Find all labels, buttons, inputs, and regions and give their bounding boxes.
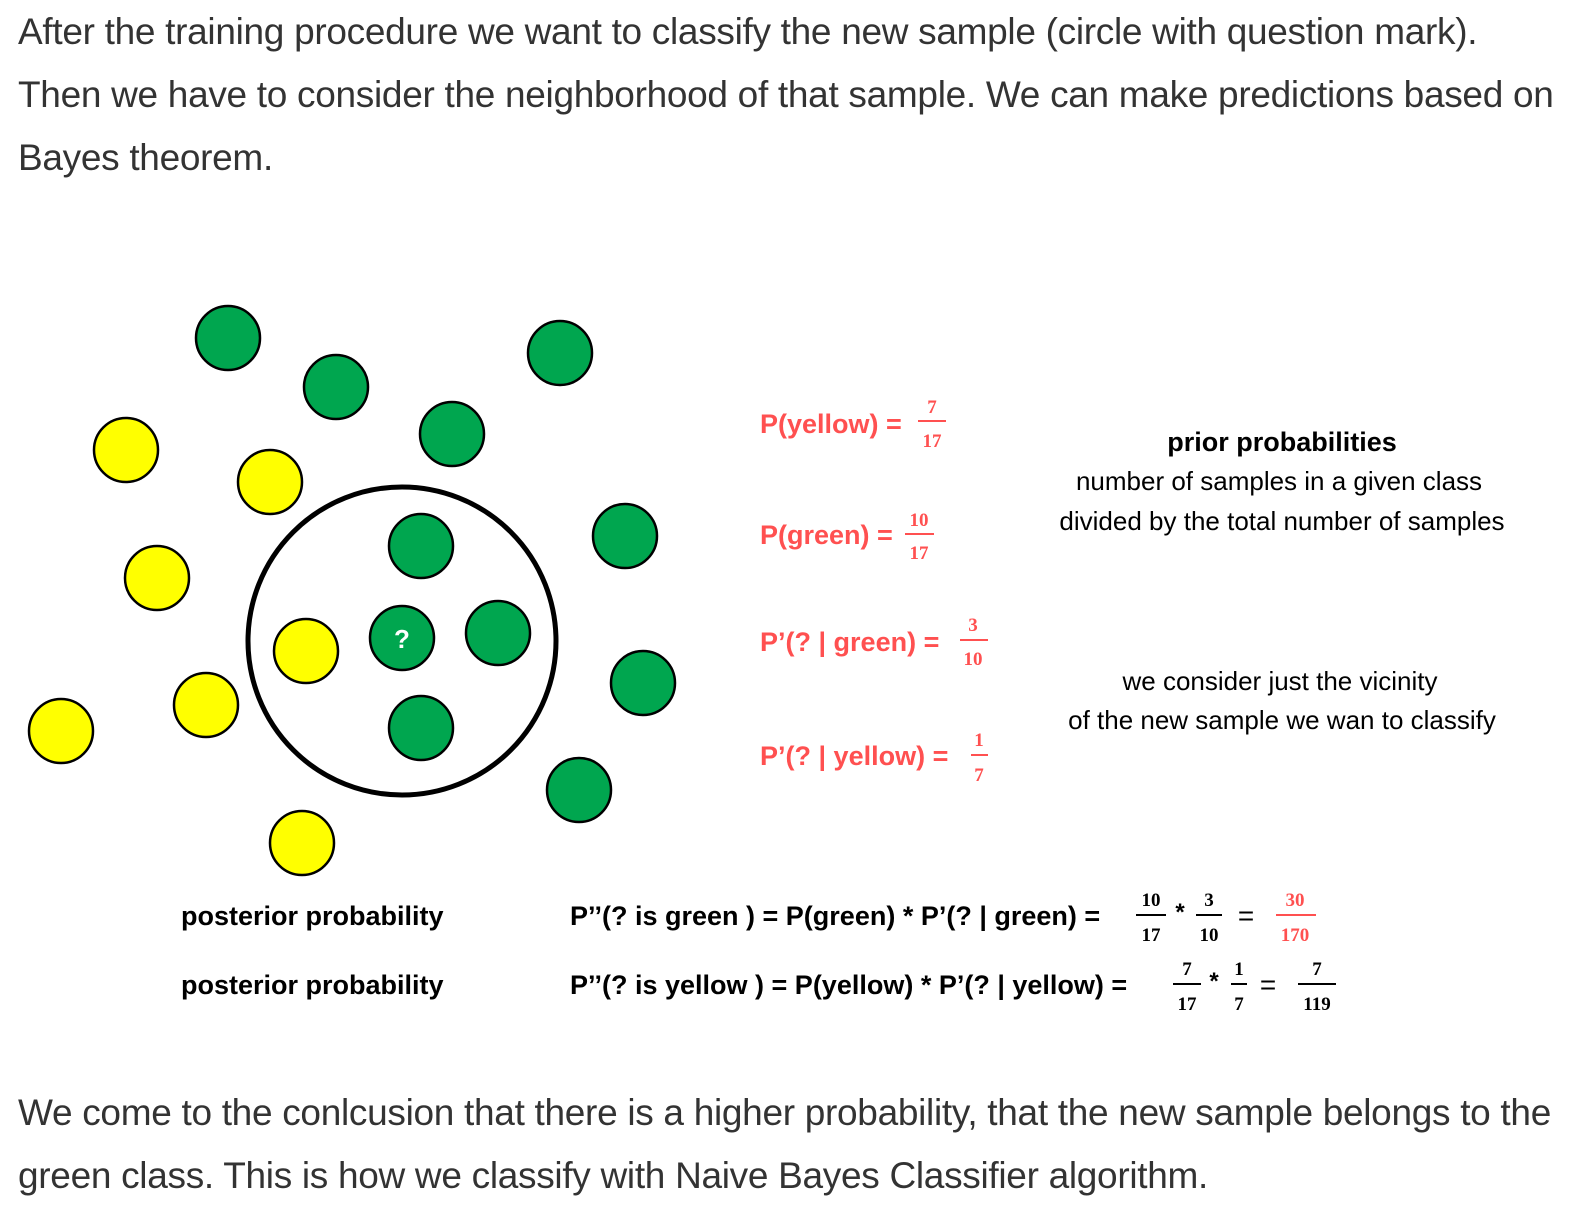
posterior-green-formula: P’’(? is green ) = P(green) * P’(? | gre… — [570, 890, 1316, 946]
yellow-sample — [268, 809, 336, 877]
vicinity-note: we consider just the vicinity of the new… — [1068, 666, 1496, 735]
yellow-sample — [27, 697, 95, 765]
vicinity-note-line2: of the new sample we wan to classify — [1068, 705, 1496, 735]
green-sample — [418, 400, 486, 468]
posterior-green-f2-num: 3 — [1204, 890, 1214, 911]
prior-green-denominator: 17 — [910, 543, 930, 564]
green-sample — [194, 304, 262, 372]
posterior-yellow-f1-den: 17 — [1178, 994, 1198, 1015]
posterior-yellow-f2-num: 1 — [1234, 959, 1244, 980]
posterior-green-f1-num: 10 — [1142, 890, 1161, 911]
posterior-green-equals: = — [1238, 900, 1254, 931]
yellow-sample — [236, 448, 304, 516]
prior-green-numerator: 10 — [910, 510, 929, 531]
green-sample — [387, 512, 455, 580]
conclusion-paragraph: We come to the conlcusion that there is … — [18, 1092, 1551, 1196]
yellow-sample — [92, 416, 160, 484]
yellow-sample — [172, 671, 240, 739]
posterior-yellow-result-den: 119 — [1303, 994, 1330, 1015]
yellow-sample — [272, 617, 340, 685]
posterior-green-f2-den: 10 — [1200, 925, 1219, 946]
likelihood-yellow-formula: P’(? | yellow) = 1 7 — [760, 730, 988, 786]
prior-green-formula: P(green) = 10 17 — [760, 510, 934, 564]
green-sample — [609, 649, 677, 717]
prior-note-line1: number of samples in a given class — [1076, 466, 1482, 496]
question-mark: ? — [394, 624, 410, 654]
yellow-samples — [27, 416, 340, 877]
prior-note: prior probabilities number of samples in… — [1059, 427, 1504, 536]
posterior-yellow-times: * — [1209, 968, 1219, 995]
vicinity-note-line1: we consider just the vicinity — [1121, 666, 1437, 696]
green-sample — [302, 353, 370, 421]
prior-yellow-denominator: 17 — [923, 431, 943, 452]
likelihood-green-denominator: 10 — [964, 649, 983, 670]
green-sample — [526, 319, 594, 387]
prior-yellow-label: P(yellow) = — [760, 409, 902, 439]
posterior-yellow-equals: = — [1260, 969, 1276, 1000]
posterior-green-times: * — [1175, 899, 1185, 926]
posterior-green-f1-den: 17 — [1142, 925, 1162, 946]
green-samples — [194, 304, 677, 824]
likelihood-green-formula: P’(? | green) = 3 10 — [760, 615, 988, 670]
posterior-label-green: posterior probability — [181, 901, 444, 931]
likelihood-yellow-numerator: 1 — [974, 730, 984, 751]
green-sample — [387, 694, 455, 762]
prior-green-label: P(green) = — [760, 520, 893, 550]
new-sample: ? — [368, 604, 436, 672]
posterior-yellow-result-num: 7 — [1312, 959, 1322, 980]
prior-note-line2: divided by the total number of samples — [1059, 506, 1504, 536]
posterior-green-result-den: 170 — [1281, 925, 1310, 946]
posterior-green-expression: P’’(? is green ) = P(green) * P’(? | gre… — [570, 901, 1100, 931]
intro-paragraph: After the training procedure we want to … — [18, 11, 1554, 178]
prior-yellow-formula: P(yellow) = 7 17 — [760, 397, 946, 452]
new-sample-circle — [368, 604, 436, 672]
yellow-sample — [123, 544, 191, 612]
posterior-yellow-expression: P’’(? is yellow ) = P(yellow) * P’(? | y… — [570, 970, 1127, 1000]
likelihood-green-label: P’(? | green) = — [760, 627, 939, 657]
posterior-yellow-formula: P’’(? is yellow ) = P(yellow) * P’(? | y… — [570, 959, 1336, 1015]
prior-yellow-numerator: 7 — [927, 397, 937, 418]
likelihood-yellow-label: P’(? | yellow) = — [760, 741, 948, 771]
green-sample — [545, 756, 613, 824]
prior-note-title: prior probabilities — [1167, 427, 1397, 457]
vicinity-circle — [245, 484, 559, 798]
posterior-yellow-f1-num: 7 — [1182, 959, 1192, 980]
green-sample — [464, 599, 532, 667]
likelihood-yellow-denominator: 7 — [974, 765, 984, 786]
green-sample — [591, 502, 659, 570]
likelihood-green-numerator: 3 — [968, 615, 978, 636]
posterior-yellow-f2-den: 7 — [1234, 994, 1244, 1015]
posterior-label-yellow: posterior probability — [181, 970, 444, 1000]
posterior-green-result-num: 30 — [1286, 890, 1305, 911]
